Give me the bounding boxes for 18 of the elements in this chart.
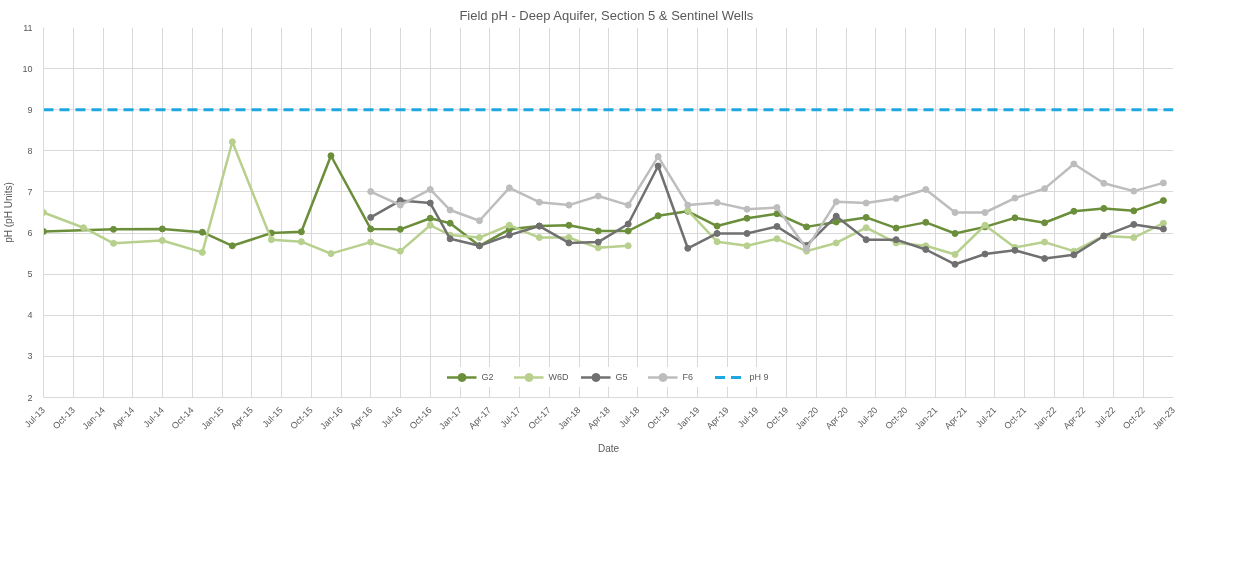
y-tick-label: 7: [27, 186, 33, 197]
y-tick-label: 5: [27, 269, 33, 280]
legend-label: F6: [682, 372, 694, 382]
y-tick-label: 8: [27, 145, 33, 156]
y-tick-label: 4: [27, 310, 33, 321]
y-tick-label: 10: [22, 63, 33, 74]
y-tick-label: 3: [27, 351, 33, 362]
legend-label: G5: [615, 372, 629, 382]
chart-title: Field pH - Deep Aquifer, Section 5 & Sentinel Wells: [459, 7, 754, 23]
y-tick-label: 9: [27, 104, 33, 115]
y-tick-label: 6: [27, 228, 33, 239]
legend-label: W6D: [548, 372, 569, 382]
legend-label: pH 9: [749, 372, 770, 382]
x-axis-title: Date: [597, 443, 620, 455]
y-tick-label: 2: [27, 392, 33, 403]
legend-label: G2: [481, 372, 495, 382]
y-axis-title: pH (pH Units): [3, 182, 15, 243]
y-tick-label: 11: [23, 22, 33, 33]
